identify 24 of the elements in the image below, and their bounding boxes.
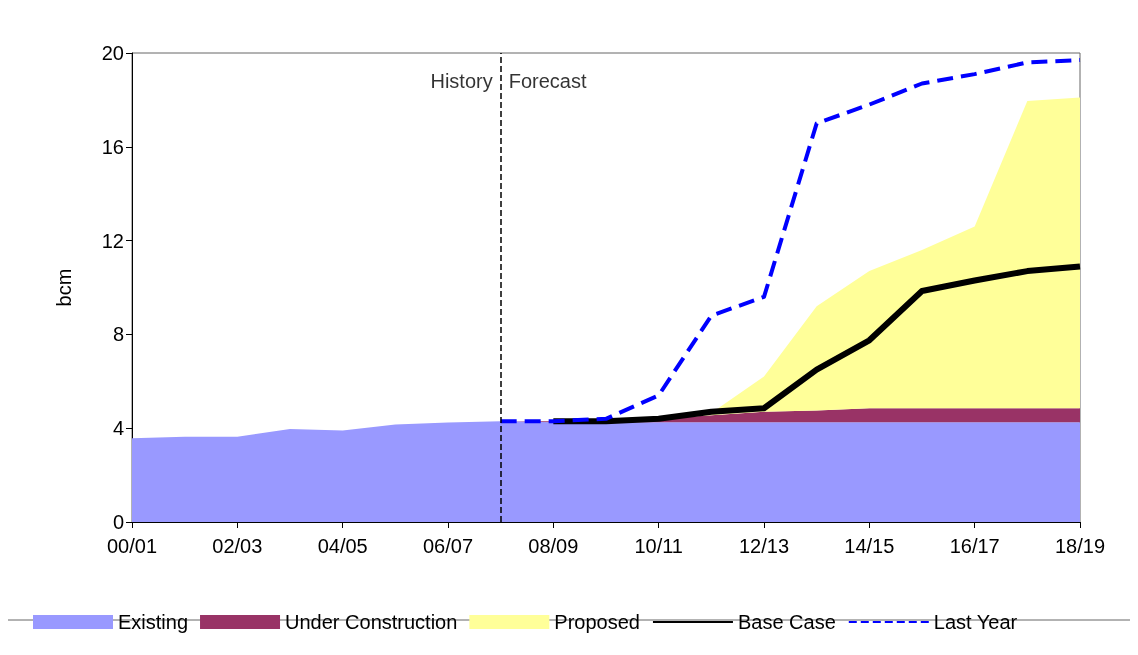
x-tick-label: 12/13 — [738, 535, 790, 557]
annotation: Forecast — [508, 70, 587, 93]
legend-label: Last Year — [933, 611, 1018, 633]
y-tick-label: 20 — [101, 42, 124, 64]
y-tick-label: 8 — [112, 323, 124, 346]
legend-label: Base Case — [737, 611, 836, 633]
y-tick-label: 12 — [101, 229, 124, 252]
x-tick-label: 02/03 — [212, 535, 263, 557]
x-tick-label: 04/05 — [317, 535, 368, 557]
legend-label: Under Construction — [285, 611, 458, 633]
x-tick-label: 00/01 — [106, 535, 158, 557]
x-tick-label: 16/17 — [949, 535, 1000, 557]
legend-label: Existing — [118, 611, 189, 633]
y-tick-label: 16 — [101, 135, 124, 158]
x-tick-label: 08/09 — [528, 535, 579, 557]
y-tick-label: 4 — [112, 417, 124, 440]
legend-label: Proposed — [554, 611, 640, 633]
x-tick-label: 18/19 — [1054, 535, 1106, 557]
x-tick-label: 10/11 — [634, 535, 683, 557]
y-tick-label: 0 — [112, 511, 124, 533]
x-tick-label: 06/07 — [422, 535, 474, 557]
x-tick-label: 14/15 — [844, 535, 895, 557]
annotation: History — [430, 70, 493, 93]
y-axis-title: bcm — [53, 268, 75, 307]
